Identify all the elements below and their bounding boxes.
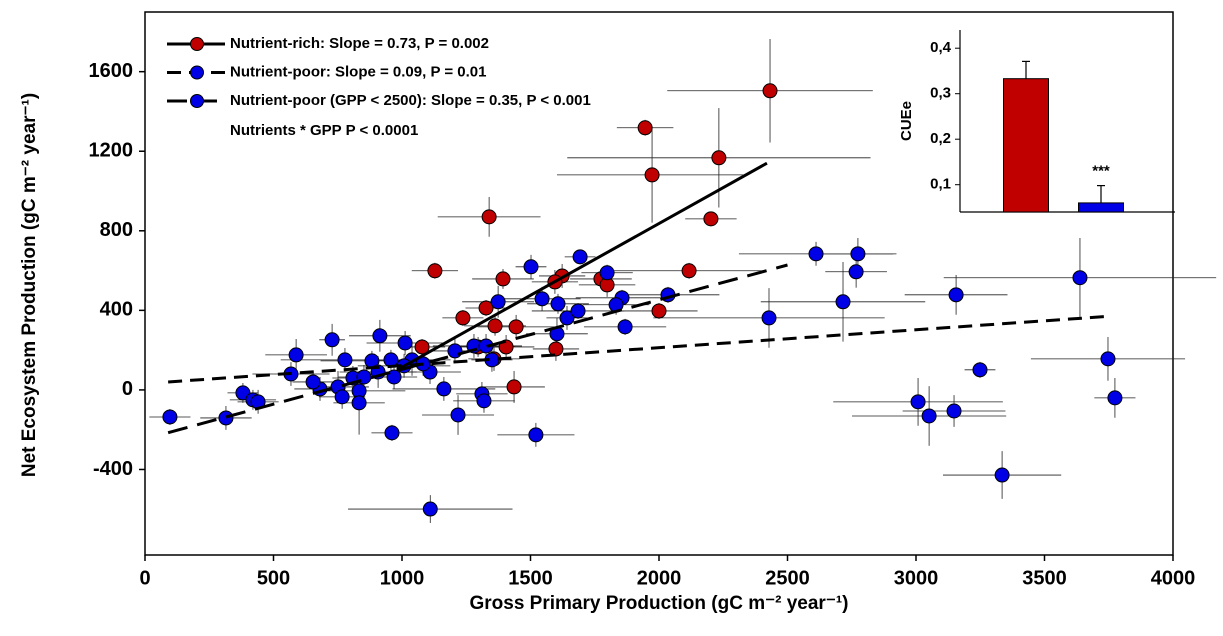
point: [762, 83, 778, 99]
point: [651, 303, 667, 319]
point: [455, 310, 471, 326]
point: [711, 150, 727, 166]
point: [422, 501, 438, 517]
x-tick-label: 3000: [894, 567, 939, 589]
fit-line: [396, 161, 768, 372]
point: [447, 343, 463, 359]
point: [334, 389, 350, 405]
legend-label: Nutrient-poor (GPP < 2500): Slope = 0.35…: [230, 92, 591, 109]
y-tick-label: 400: [100, 299, 133, 321]
point: [1100, 351, 1116, 367]
y-tick-label: 1600: [89, 60, 134, 82]
point: [703, 211, 719, 227]
point: [305, 374, 321, 390]
inset-annotation: ***: [1092, 163, 1110, 180]
point: [523, 259, 539, 275]
inset-y-label: CUEe: [898, 101, 915, 141]
point: [476, 393, 492, 409]
point: [850, 246, 866, 262]
x-tick-label: 1000: [380, 567, 425, 589]
point: [808, 246, 824, 262]
point: [637, 120, 653, 136]
point: [508, 319, 524, 335]
point: [848, 264, 864, 280]
x-tick-label: 3500: [1022, 567, 1067, 589]
annotation: Nutrients * GPP P < 0.0001: [230, 122, 418, 139]
y-tick-label: 800: [100, 219, 133, 241]
y-tick-label: 0: [122, 378, 133, 400]
point: [495, 271, 511, 287]
point: [644, 167, 660, 183]
point: [599, 265, 615, 281]
x-tick-label: 500: [257, 567, 290, 589]
x-tick-label: 0: [139, 567, 150, 589]
legend-marker: [190, 94, 204, 108]
legend-label: Nutrient-poor: Slope = 0.09, P = 0.01: [230, 63, 486, 80]
point: [351, 395, 367, 411]
x-tick-label: 1500: [508, 567, 553, 589]
point: [534, 291, 550, 307]
point: [478, 300, 494, 316]
point: [835, 294, 851, 310]
point: [487, 318, 503, 334]
point: [288, 347, 304, 363]
point: [324, 332, 340, 348]
x-tick-label: 2500: [765, 567, 810, 589]
inset-y-tick-label: 0,4: [930, 39, 952, 56]
point: [570, 303, 586, 319]
fit-line: [168, 314, 1109, 384]
x-tick-label: 2000: [637, 567, 682, 589]
point: [384, 425, 400, 441]
point: [481, 209, 497, 225]
point: [617, 319, 633, 335]
y-tick-label: -400: [93, 458, 133, 480]
point: [948, 287, 964, 303]
x-axis-label: Gross Primary Production (gC m⁻² year⁻¹): [469, 593, 848, 614]
point: [1107, 390, 1123, 406]
fit-line: [167, 263, 788, 435]
point: [572, 249, 588, 265]
point: [946, 403, 962, 419]
y-tick-label: 1200: [89, 140, 134, 162]
point: [506, 379, 522, 395]
point: [337, 352, 353, 368]
inset-background: [955, 25, 1171, 213]
x-tick-label: 4000: [1151, 567, 1196, 589]
point: [414, 339, 430, 355]
point: [386, 369, 402, 385]
inset-bar: [1078, 202, 1124, 213]
point: [427, 263, 443, 279]
point: [550, 296, 566, 312]
legend-label: Nutrient-rich: Slope = 0.73, P = 0.002: [230, 35, 489, 52]
legend-marker: [190, 65, 204, 80]
point: [528, 427, 544, 443]
point: [490, 294, 506, 310]
inset-y-tick-label: 0,1: [930, 176, 951, 193]
point: [681, 263, 697, 279]
point: [397, 335, 413, 351]
point: [994, 467, 1010, 483]
point: [450, 407, 466, 423]
inset-y-tick-label: 0,3: [930, 85, 951, 102]
point: [218, 410, 234, 426]
inset-y-tick-label: 0,2: [930, 130, 951, 147]
point: [162, 409, 178, 425]
point: [548, 341, 564, 357]
inset-bar: [1003, 78, 1049, 213]
point: [372, 328, 388, 344]
legend-marker: [190, 37, 204, 51]
point: [761, 310, 777, 326]
y-axis-label: Net Ecosystem Production (gC m⁻² year⁻¹): [19, 93, 40, 477]
point: [436, 381, 452, 397]
point: [910, 394, 926, 410]
point: [559, 310, 575, 326]
point: [972, 362, 988, 378]
point: [921, 408, 937, 424]
point: [1072, 270, 1088, 286]
